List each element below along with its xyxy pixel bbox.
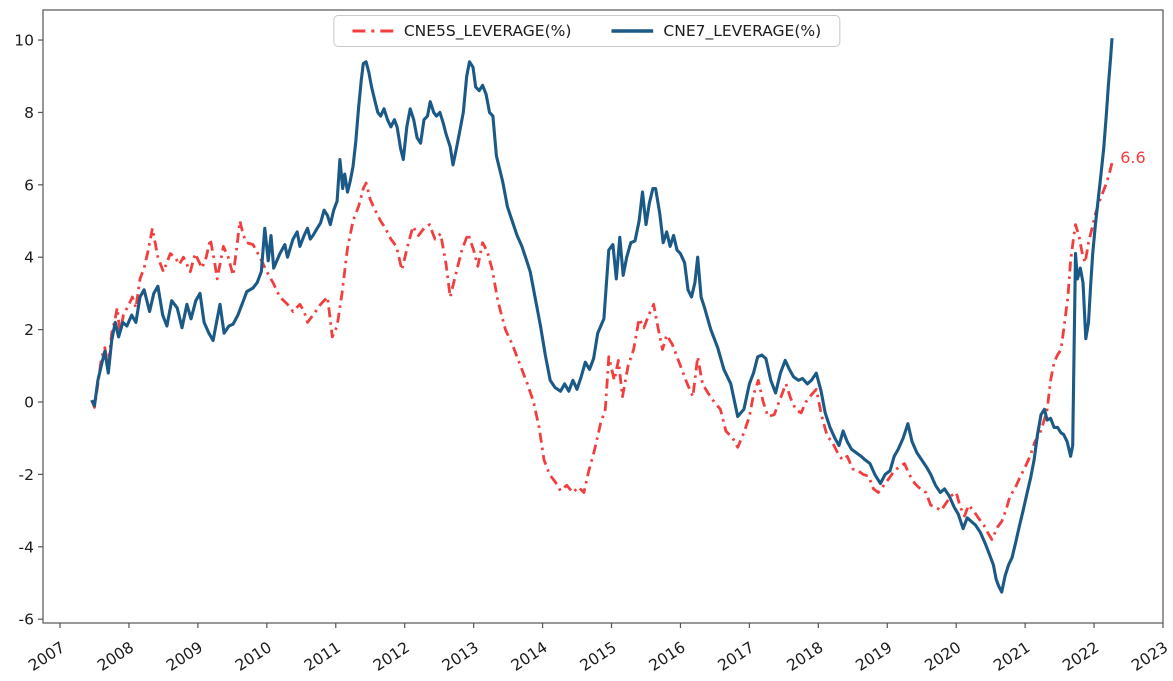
x-tick-label: 2018 xyxy=(784,638,827,675)
last-value-annotation: 6.6 xyxy=(1120,147,1146,167)
x-axis: 2007 2008 2009 2010 2011 2012 2013 2014 2015 2016… xyxy=(25,623,1171,675)
x-tick-label: 2019 xyxy=(853,638,896,675)
series-line-cne5s-leverage- xyxy=(90,162,1114,541)
y-tick-label: -2 xyxy=(19,466,34,484)
x-tick-label: 2015 xyxy=(577,638,620,675)
legend-label-cne7: CNE7_LEVERAGE(%) xyxy=(663,22,822,40)
series-line-cne7-leverage- xyxy=(90,38,1114,594)
x-tick-label: 2011 xyxy=(301,638,344,675)
y-tick-label: 10 xyxy=(14,32,34,50)
chart-legend: CNE5S_LEVERAGE(%) CNE7_LEVERAGE(%) xyxy=(332,15,841,47)
x-tick-label: 2022 xyxy=(1059,638,1102,675)
y-axis: 10 8 6 4 2 0 -2 -4 -6 xyxy=(14,32,43,629)
x-tick-label: 2013 xyxy=(439,638,482,675)
axes xyxy=(42,9,1164,624)
x-tick-label: 2016 xyxy=(646,638,689,675)
x-tick-label: 2023 xyxy=(1128,638,1171,675)
y-tick-label: 8 xyxy=(24,104,34,122)
x-tick-label: 2010 xyxy=(232,638,275,675)
x-tick-label: 2012 xyxy=(370,638,413,675)
cne7-solid-line-icon xyxy=(611,29,654,33)
y-tick-label: 4 xyxy=(24,249,34,267)
x-tick-label: 2007 xyxy=(25,638,68,675)
legend-item-cne5s: CNE5S_LEVERAGE(%) xyxy=(351,22,572,40)
x-tick-label: 2020 xyxy=(921,638,964,675)
y-tick-label: 2 xyxy=(24,321,34,339)
legend-item-cne7: CNE7_LEVERAGE(%) xyxy=(611,22,821,40)
x-tick-label: 2021 xyxy=(990,638,1033,675)
y-tick-label: -4 xyxy=(19,538,34,556)
legend-label-cne5s: CNE5S_LEVERAGE(%) xyxy=(403,22,572,40)
x-tick-label: 2017 xyxy=(715,638,758,675)
y-tick-label: 6 xyxy=(24,176,34,194)
cne5s-dashdot-line-icon xyxy=(351,29,394,33)
x-tick-label: 2009 xyxy=(163,638,206,675)
x-tick-label: 2008 xyxy=(94,638,137,675)
y-tick-label: 0 xyxy=(24,394,34,412)
x-tick-label: 2014 xyxy=(508,638,551,675)
y-tick-label: -6 xyxy=(19,611,34,629)
